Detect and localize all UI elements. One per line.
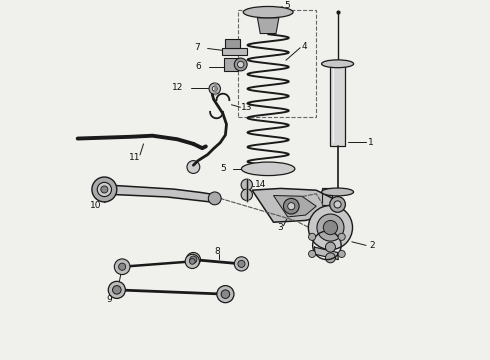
Bar [330, 64, 345, 146]
Text: 12: 12 [172, 83, 183, 92]
Polygon shape [252, 188, 338, 222]
Circle shape [330, 197, 345, 212]
Circle shape [308, 206, 352, 249]
Circle shape [187, 161, 200, 174]
Polygon shape [273, 195, 316, 217]
Circle shape [208, 192, 221, 205]
Circle shape [325, 242, 336, 252]
Circle shape [92, 177, 117, 202]
Circle shape [234, 58, 247, 71]
Bar [238, 10, 316, 117]
Text: 2: 2 [369, 241, 374, 250]
Circle shape [238, 260, 245, 267]
Ellipse shape [243, 6, 293, 18]
Circle shape [186, 252, 200, 267]
Circle shape [217, 285, 234, 303]
Text: 6: 6 [195, 62, 201, 71]
Circle shape [97, 183, 112, 197]
Circle shape [113, 285, 121, 294]
Circle shape [317, 214, 344, 241]
Circle shape [185, 254, 199, 269]
Text: 1: 1 [368, 138, 373, 147]
Text: 3: 3 [277, 223, 283, 232]
Circle shape [241, 189, 252, 201]
Circle shape [309, 250, 316, 257]
Text: 9: 9 [106, 295, 112, 304]
Circle shape [221, 290, 230, 298]
Circle shape [338, 250, 345, 257]
Text: 5: 5 [220, 164, 226, 173]
Bar [223, 58, 238, 71]
Circle shape [238, 61, 244, 68]
Ellipse shape [321, 188, 354, 196]
Circle shape [338, 233, 345, 240]
Text: 5: 5 [284, 1, 290, 10]
Polygon shape [104, 185, 220, 203]
Text: 8: 8 [215, 247, 220, 256]
Circle shape [114, 259, 130, 275]
Circle shape [190, 256, 197, 263]
Circle shape [325, 253, 336, 263]
Ellipse shape [321, 60, 354, 68]
Circle shape [283, 198, 299, 214]
Circle shape [241, 179, 252, 190]
Circle shape [212, 86, 217, 91]
Circle shape [334, 201, 341, 208]
Bar [225, 39, 241, 49]
Circle shape [108, 281, 125, 298]
Circle shape [234, 257, 248, 271]
Polygon shape [257, 18, 279, 33]
Text: 13: 13 [242, 103, 253, 112]
Circle shape [101, 186, 108, 193]
Circle shape [209, 83, 220, 94]
Circle shape [288, 203, 295, 210]
Polygon shape [315, 247, 338, 260]
Text: 10: 10 [91, 201, 102, 210]
Circle shape [323, 220, 338, 235]
Circle shape [119, 263, 126, 270]
Bar [222, 49, 247, 55]
Polygon shape [321, 188, 332, 206]
Text: 11: 11 [129, 153, 140, 162]
Ellipse shape [242, 162, 295, 176]
Circle shape [190, 258, 195, 264]
Text: 14: 14 [255, 180, 267, 189]
Text: 7: 7 [194, 43, 200, 52]
Text: 4: 4 [302, 42, 308, 51]
Circle shape [309, 233, 316, 240]
